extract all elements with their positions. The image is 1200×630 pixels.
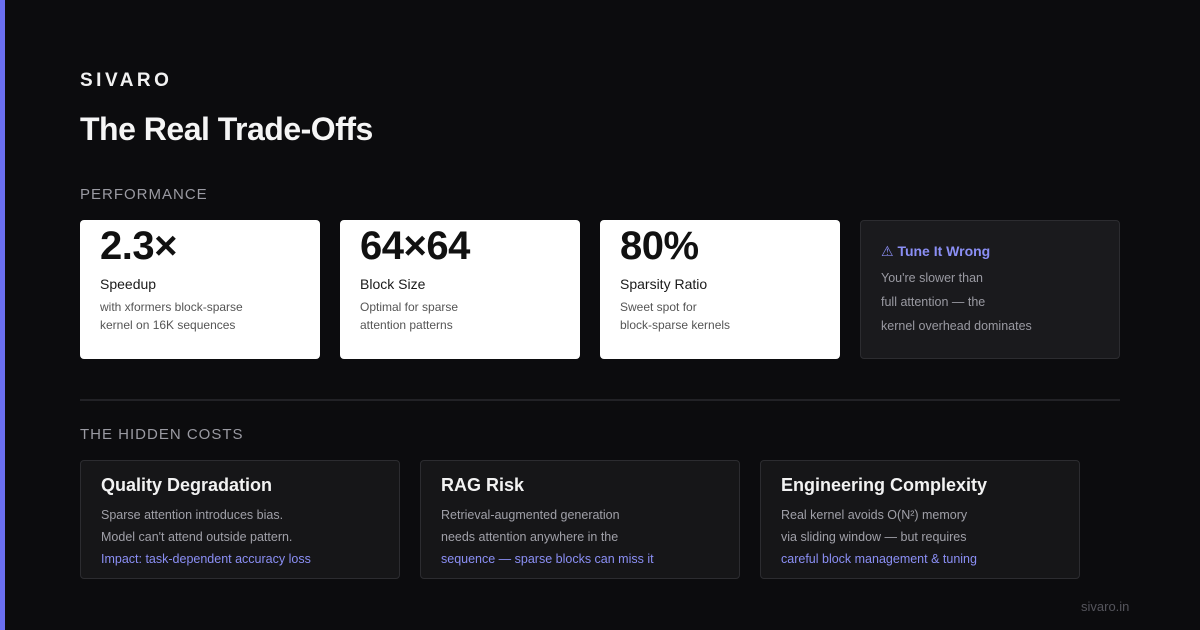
text-line: Sweet spot for <box>620 300 697 314</box>
text-line: full attention — the <box>881 295 986 309</box>
text-line: Real kernel avoids O(N²) memory <box>781 508 968 522</box>
cost-highlight: careful block management & tuning <box>781 552 977 566</box>
warning-card: ⚠ Tune It Wrong You're slower than full a… <box>860 220 1120 359</box>
text-line: Retrieval-augmented generation <box>441 508 620 522</box>
text-line: kernel overhead dominates <box>881 319 1032 333</box>
text-line: with xformers block-sparse <box>100 300 243 314</box>
warning-title: ⚠ Tune It Wrong <box>881 243 991 259</box>
text-line: needs attention anywhere in the <box>441 530 619 544</box>
stat-card: 80% Sparsity Ratio Sweet spot for block-spa… <box>600 220 840 359</box>
text-line: Optimal for sparse <box>360 300 459 314</box>
text-line: attention patterns <box>360 318 453 332</box>
cost-card: Quality Degradation Sparse attention intr… <box>80 460 400 579</box>
section-heading: PERFORMANCE <box>80 186 208 203</box>
cost-description: Real kernel avoids O(N²) memory via slidi… <box>781 504 1059 570</box>
stat-card: 64×64 Block Size Optimal for sparse attenti… <box>340 220 580 359</box>
section-heading: THE HIDDEN COSTS <box>80 426 244 443</box>
stat-value: 2.3× <box>100 224 177 268</box>
page-title: The Real Trade-Offs <box>80 111 373 147</box>
cost-description: Retrieval-augmented generation needs atte… <box>441 504 719 570</box>
stat-description: Optimal for sparse attention patterns <box>360 298 560 334</box>
cost-highlight: sequence — sparse blocks can miss it <box>441 552 654 566</box>
text-line: Sparse attention introduces bias. <box>101 508 284 522</box>
text-line: block-sparse kernels <box>620 318 731 332</box>
stat-value: 80% <box>620 224 699 268</box>
cost-description: Sparse attention introduces bias. Model c… <box>101 504 379 570</box>
stat-value: 64×64 <box>360 224 470 268</box>
text-line: You're slower than <box>881 271 983 285</box>
stat-label: Speedup <box>100 276 157 292</box>
warning-text: You're slower than full attention — the ke… <box>881 266 1099 338</box>
text-line: kernel on 16K sequences <box>100 318 236 332</box>
cost-title: Quality Degradation <box>101 475 273 495</box>
stat-label: Block Size <box>360 276 426 292</box>
stat-description: Sweet spot for block-sparse kernels <box>620 298 820 334</box>
cost-title: Engineering Complexity <box>781 475 988 495</box>
stat-description: with xformers block-sparse kernel on 16K … <box>100 298 300 334</box>
cost-card: Engineering Complexity Real kernel avoids… <box>760 460 1080 579</box>
cost-card: RAG Risk Retrieval-augmented generation ne… <box>420 460 740 579</box>
stat-label: Sparsity Ratio <box>620 276 708 292</box>
footer: sivaro.in <box>1081 599 1130 614</box>
stat-card: 2.3× Speedup with xformers block-sparse ker… <box>80 220 320 359</box>
divider <box>80 399 1120 401</box>
brand: SIVARO <box>80 70 173 91</box>
accent-bar <box>0 0 5 630</box>
cost-title: RAG Risk <box>441 475 525 495</box>
text-line: via sliding window — but requires <box>781 530 967 544</box>
cost-highlight: Impact: task-dependent accuracy loss <box>101 552 311 566</box>
text-line: Model can't attend outside pattern. <box>101 530 293 544</box>
